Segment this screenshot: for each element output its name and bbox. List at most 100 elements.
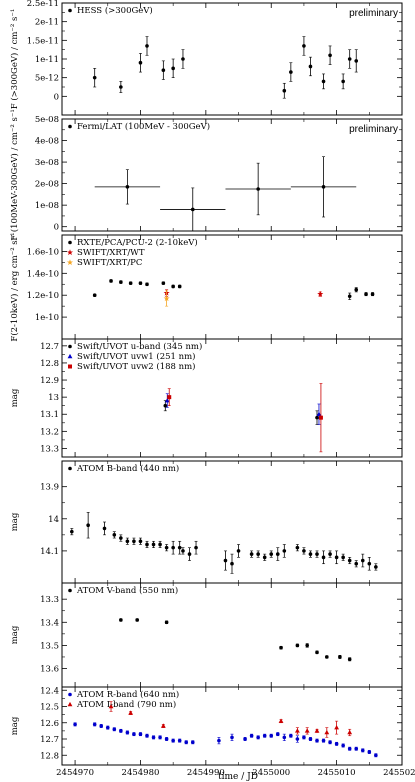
data-point — [190, 740, 195, 745]
data-point — [164, 397, 170, 403]
y-tick-label: 12.7 — [40, 342, 59, 352]
y-axis-label: F (>300GeV) / cm⁻² s⁻¹ — [9, 9, 20, 109]
data-point — [70, 529, 74, 534]
data-point — [194, 545, 198, 550]
data-point — [295, 545, 300, 550]
data-point — [289, 733, 293, 738]
legend-entry: ATOM B-band (440 nm) — [76, 463, 179, 474]
panel-7: 12.4 12.5 12.6 12.7 12.8 mag ATOM R-band (640 … — [10, 686, 403, 766]
data-point — [125, 539, 130, 544]
legend-marker — [68, 8, 72, 13]
preliminary-annotation: preliminary — [349, 124, 398, 135]
data-point — [282, 549, 287, 553]
data-point — [294, 728, 300, 733]
data-point — [328, 552, 332, 556]
data-point — [177, 284, 182, 289]
y-tick-label: 12.8 — [40, 359, 59, 369]
legend: Fermi/LAT (100MeV - 300GeV) — [68, 121, 210, 132]
legend: HESS (>300GeV) — [68, 5, 153, 16]
data-point — [119, 618, 123, 622]
series-1 — [92, 279, 375, 300]
data-point — [230, 561, 234, 566]
x-tick-label: 2455010 — [318, 768, 356, 778]
legend: Swift/UVOT u-band (345 nm)Swift/UVOT uvw… — [67, 341, 202, 372]
data-point — [181, 57, 185, 61]
plot-frame — [61, 118, 403, 232]
data-point — [86, 523, 90, 528]
data-point — [92, 75, 97, 80]
data-point — [347, 294, 352, 299]
y-axis-label: mag — [10, 388, 20, 407]
data-point — [341, 743, 345, 748]
data-point — [138, 539, 143, 544]
y-axis-label: mag — [10, 512, 20, 531]
series-1 — [70, 512, 378, 574]
panel-1: 0 5e-12 1e-11 1.5e-11 2e-11 2.5e-11 F (>300GeV… — [9, 0, 403, 116]
data-point — [163, 295, 170, 302]
data-point — [367, 561, 372, 566]
data-point — [99, 724, 104, 728]
legend-marker — [68, 240, 72, 245]
data-point — [145, 542, 149, 547]
data-point — [315, 552, 319, 556]
data-point — [135, 618, 139, 622]
data-point — [171, 738, 175, 743]
data-point — [145, 282, 149, 287]
data-point — [73, 722, 77, 727]
data-point — [289, 70, 293, 74]
panel-2: 0 1e-08 2e-08 3e-08 4e-08 5e-08 F (100MeV-300G… — [9, 109, 403, 241]
panels-group: 0 5e-12 1e-11 1.5e-11 2e-11 2.5e-11 F (>300GeV… — [9, 0, 415, 778]
legend: RXTE/PCA/PCU-2 (2-10keV)SWIFT/XRT/WTSWIF… — [66, 237, 198, 268]
data-point — [347, 57, 352, 61]
data-point — [354, 561, 359, 566]
y-tick-label: 0 — [54, 223, 59, 233]
data-point — [249, 552, 254, 556]
y-tick-label: 13 — [48, 393, 59, 403]
data-point — [275, 732, 280, 736]
plot-frame — [61, 686, 403, 766]
y-axis-label: F(2-10keV) / erg cm⁻² s⁻¹ — [9, 232, 20, 341]
data-point — [318, 415, 323, 420]
y-tick-label: 1.5e-11 — [27, 36, 59, 46]
legend-marker — [67, 701, 73, 707]
data-point — [138, 60, 143, 65]
plot-frame — [61, 338, 403, 458]
legend-entry: Swift/UVOT u-band (345 nm) — [77, 341, 202, 352]
y-tick-label: 14.1 — [40, 547, 59, 557]
data-point — [177, 738, 182, 743]
data-point — [347, 558, 352, 563]
data-point — [334, 555, 339, 560]
legend-marker — [67, 353, 73, 359]
data-point — [308, 737, 313, 741]
legend-marker — [68, 692, 72, 697]
data-point — [321, 555, 326, 560]
data-point — [119, 729, 123, 733]
series-3 — [163, 290, 170, 307]
data-point — [181, 549, 185, 553]
data-point — [321, 738, 326, 743]
data-point — [145, 733, 149, 738]
data-point — [328, 740, 332, 745]
data-point — [171, 545, 175, 550]
panel-6: 13.3 13.4 13.5 13.6 mag ATOM V-band (550 nm) — [10, 582, 403, 688]
data-point — [308, 64, 313, 69]
y-tick-label: 2e-11 — [35, 18, 59, 28]
data-point — [334, 742, 339, 746]
data-point — [190, 207, 195, 212]
data-point — [324, 729, 330, 735]
data-point — [177, 545, 182, 550]
y-tick-label: 1e-11 — [35, 55, 59, 65]
data-point — [145, 44, 149, 48]
legend-marker — [68, 466, 72, 471]
data-point — [138, 732, 143, 736]
legend-entry: Fermi/LAT (100MeV - 300GeV) — [77, 121, 210, 132]
data-point — [314, 728, 320, 733]
data-point — [302, 44, 306, 48]
series-1 — [73, 722, 378, 758]
data-point — [321, 185, 326, 189]
data-point — [328, 53, 332, 58]
data-point — [315, 650, 319, 655]
data-point — [315, 738, 319, 743]
preliminary-annotation: preliminary — [349, 8, 398, 19]
